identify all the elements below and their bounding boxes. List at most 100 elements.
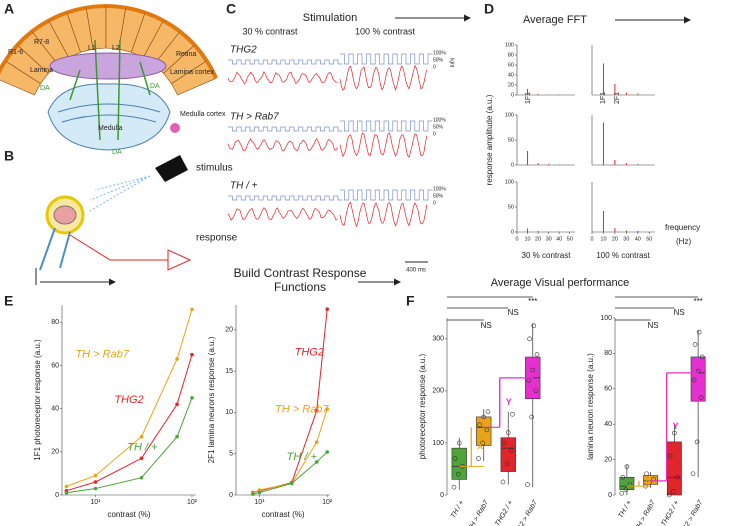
traces: [227, 53, 433, 228]
panel-label: D: [484, 1, 494, 17]
y-tick-label: 15: [225, 368, 233, 375]
y-tick-label: 0: [511, 162, 514, 168]
series-label: TH / +: [287, 451, 318, 463]
box: [666, 441, 682, 496]
x-tick-label: 10²: [322, 499, 333, 506]
axis-label: response amplitude (a.u.): [485, 94, 494, 185]
cell-body: [170, 123, 180, 133]
y-tick-label: 0: [229, 492, 233, 499]
significance-label: ***: [528, 297, 537, 306]
data-point: [530, 367, 536, 373]
y-tick-label: 20: [604, 456, 612, 463]
y-tick-label: 100: [505, 179, 514, 185]
data-point: [477, 422, 482, 428]
data-point: [620, 474, 626, 480]
y-tick-label: 60: [508, 62, 514, 68]
box: [451, 447, 467, 480]
lamp: [155, 155, 188, 182]
difference-label: Y: [506, 397, 512, 407]
data-point: [526, 378, 531, 383]
stimulus-trace: [228, 195, 343, 201]
series-label: TH > Rab7: [75, 348, 129, 360]
box: [690, 356, 706, 402]
data-point: [505, 430, 511, 435]
x-tick-label: TH > Rab7: [467, 498, 491, 526]
stimulus-trace: [228, 126, 343, 132]
x-tick-label: THG2 > Rab7: [511, 498, 539, 526]
data-point: [456, 440, 462, 446]
x-tick-label: TH / +: [450, 499, 466, 519]
data-point: [531, 323, 537, 329]
y-tick-label: 0: [55, 492, 59, 499]
significance-label: NS: [508, 308, 519, 317]
da-neurons: [69, 39, 151, 141]
diagram-label: stimulus: [196, 163, 233, 174]
x-tick-label: 10: [524, 236, 530, 242]
column-label: 100 % contrast: [596, 251, 650, 260]
data-point: [476, 456, 481, 461]
x-tick-label: 50: [646, 236, 652, 242]
data-point: [647, 480, 652, 485]
row-label: THG2: [230, 45, 257, 56]
data-point: [190, 396, 194, 400]
y-tick-label: 40: [51, 405, 59, 412]
y-tick-label: 40: [604, 421, 612, 428]
scale-bar-label: 400 ms: [406, 268, 426, 274]
lamina: [49, 52, 167, 80]
data-point: [504, 461, 510, 467]
data-point: [314, 460, 319, 464]
data-point: [289, 481, 294, 486]
data-point: [510, 412, 515, 417]
data-point: [485, 409, 491, 415]
x-tick-label: THG2 / +: [494, 499, 514, 526]
significance-label: NS: [674, 308, 685, 317]
stimulus-trace: [340, 53, 433, 65]
y-tick-label: 200: [432, 388, 444, 395]
panel-e-title: Build Contrast Response Functions: [233, 266, 367, 294]
data-point: [139, 475, 144, 480]
medulla: [47, 83, 171, 151]
y-tick-label: 80: [604, 350, 612, 357]
diagram-label: DA: [150, 83, 160, 90]
x-tick-label: 10²: [187, 499, 198, 506]
series-line: [252, 309, 328, 493]
panel-label: C: [226, 1, 236, 17]
scale-label: 50%: [433, 57, 444, 63]
data-point: [484, 427, 490, 433]
peak-label: 1F1: [600, 92, 607, 104]
scale-unit: light: [449, 58, 455, 68]
y-tick-label: 40: [508, 72, 514, 78]
y-axis-label: 1F1 photoreceptor response (a.u.): [33, 339, 42, 461]
y-tick-label: 300: [432, 336, 444, 343]
x-tick-label: 10: [600, 236, 606, 242]
response-trace: [227, 207, 338, 221]
y-tick-label: 5: [229, 451, 233, 458]
data-point: [527, 336, 532, 342]
diagram-label: L1: [88, 45, 96, 52]
data-point: [619, 490, 625, 496]
y-tick-label: 100: [600, 315, 612, 322]
diagram-label: R1-6: [8, 49, 23, 56]
diagram-label: Retina: [176, 51, 196, 58]
data-point: [93, 480, 98, 484]
data-point: [624, 464, 630, 469]
x-tick-label: 30: [623, 236, 629, 242]
lens: [85, 4, 107, 10]
y-tick-label: 10: [225, 409, 233, 416]
data-point: [93, 486, 98, 491]
significance-label: NS: [647, 321, 658, 330]
data-point: [480, 440, 486, 446]
diagram-label: DA: [40, 85, 50, 92]
peak-label: 2F1: [614, 92, 621, 104]
data-point: [690, 471, 696, 477]
panel-label: A: [4, 1, 14, 17]
scale-label: 0: [433, 64, 436, 70]
column-label: 30 % contrast: [242, 26, 298, 36]
y-tick-label: 0: [511, 229, 514, 235]
scale-label: 0: [433, 200, 436, 206]
data-point: [190, 307, 194, 312]
diagram-label: L2: [112, 45, 120, 52]
x-axis-label: contrast (%): [261, 510, 304, 519]
data-point: [692, 342, 698, 347]
x-tick-label: 0: [590, 236, 593, 242]
